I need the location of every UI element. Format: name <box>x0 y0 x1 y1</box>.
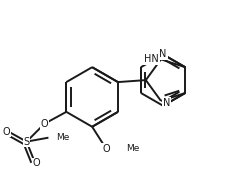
Text: N: N <box>159 49 167 59</box>
Text: S: S <box>24 137 30 147</box>
Text: Me: Me <box>56 133 70 142</box>
Text: Me: Me <box>126 144 139 153</box>
Text: O: O <box>33 158 40 168</box>
Text: N: N <box>163 98 170 108</box>
Text: HN: HN <box>144 54 159 64</box>
Text: O: O <box>3 127 11 137</box>
Text: O: O <box>102 144 110 154</box>
Text: O: O <box>41 119 48 129</box>
